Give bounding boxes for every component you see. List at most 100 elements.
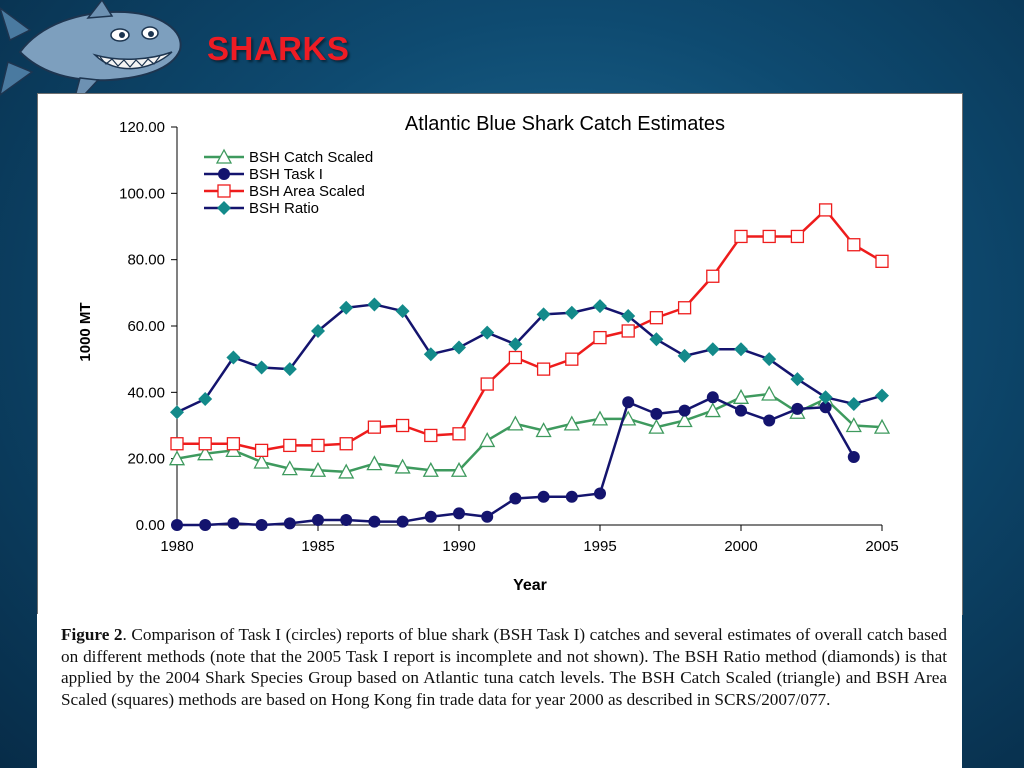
data-point [734,229,748,244]
data-point [818,203,833,217]
data-point [591,410,609,426]
data-point [312,514,324,527]
data-point [452,427,466,441]
data-point [790,229,805,244]
data-point [508,350,523,365]
data-point [254,360,269,375]
data-point [227,517,240,530]
data-point [311,323,325,338]
data-point [565,490,578,503]
data-point [650,407,663,420]
legend-item: BSH Catch Scaled [204,148,373,166]
data-point [875,388,889,403]
y-tick-label: 0.00 [136,517,165,534]
data-point [282,362,297,377]
data-point [255,519,268,531]
data-point [676,412,693,428]
legend-marker [217,201,231,215]
data-point [170,405,184,420]
data-point [450,461,468,477]
data-point [479,432,496,448]
data-point [537,490,550,503]
data-point [873,418,891,434]
y-tick-label: 120.00 [119,119,165,136]
legend-marker [218,168,230,180]
data-point [283,517,296,530]
data-point [199,519,212,531]
data-point [734,342,748,357]
data-point [422,461,439,477]
data-point [762,229,776,244]
legend-item: BSH Area Scaled [204,183,365,200]
data-point [678,404,691,417]
data-point [819,401,832,414]
series-line [176,392,883,474]
data-point [563,415,580,431]
data-point [338,463,355,479]
data-point [594,487,606,500]
figure-caption: Figure 2. Comparison of Task I (circles)… [37,614,962,768]
data-point [761,385,778,401]
data-point [253,453,270,469]
data-point [565,352,579,366]
data-point [735,404,747,417]
y-tick-label: 80.00 [127,252,165,269]
legend-label: BSH Area Scaled [249,183,365,200]
data-point [677,348,692,363]
data-point [394,458,411,474]
slide-title: SHARKS [207,30,350,67]
caption-text: Figure 2. Comparison of Task I (circles)… [61,624,947,710]
data-point [649,332,664,347]
data-point [763,414,776,427]
data-point [423,347,438,362]
chart-title: Atlantic Blue Shark Catch Estimates [405,113,725,135]
data-point [453,507,465,520]
data-point [171,519,183,531]
legend-item: BSH Ratio [204,200,319,217]
legend-marker [217,184,231,198]
x-tick-label: 2005 [865,538,898,555]
data-point [620,410,637,426]
series-bsh-catch-scaled [168,385,891,479]
caption-body: . Comparison of Task I (circles) reports… [61,625,947,709]
series-bsh-task-i [171,391,860,531]
y-axis-label: 1000 MT [77,302,94,361]
data-point [847,451,860,464]
data-point [424,428,438,443]
data-point [480,377,494,391]
data-point [507,415,524,431]
data-point [396,515,409,528]
x-tick-label: 1980 [160,538,193,555]
legend-label: BSH Catch Scaled [249,149,373,166]
data-point [340,514,353,527]
data-point [367,420,382,434]
data-point [339,437,353,451]
data-point [452,340,466,355]
data-point [790,372,805,387]
data-point [368,515,381,528]
data-point [509,492,522,505]
data-point [875,254,889,268]
data-point [564,305,579,320]
series-bsh-ratio [170,297,889,420]
data-point [226,350,241,365]
data-point [846,396,861,411]
data-point [536,307,551,322]
data-point [395,304,410,319]
chart-panel: 0.00 20.00 40.00 60.00 80.00 100.00 120.00 1980… [37,93,963,615]
y-tick-label: 20.00 [127,451,165,468]
x-axis-label: Year [513,577,547,594]
x-tick-label: 1990 [442,538,475,555]
data-point [480,325,495,340]
data-point [395,418,410,433]
data-point [621,309,636,324]
legend-item: BSH Task I [204,166,323,183]
caption-label: Figure 2 [61,625,123,644]
data-point [198,437,212,451]
data-point [791,402,804,415]
data-point [281,460,298,476]
data-point [283,438,297,453]
data-point [845,417,862,433]
data-point [339,300,354,315]
data-point [311,438,325,453]
